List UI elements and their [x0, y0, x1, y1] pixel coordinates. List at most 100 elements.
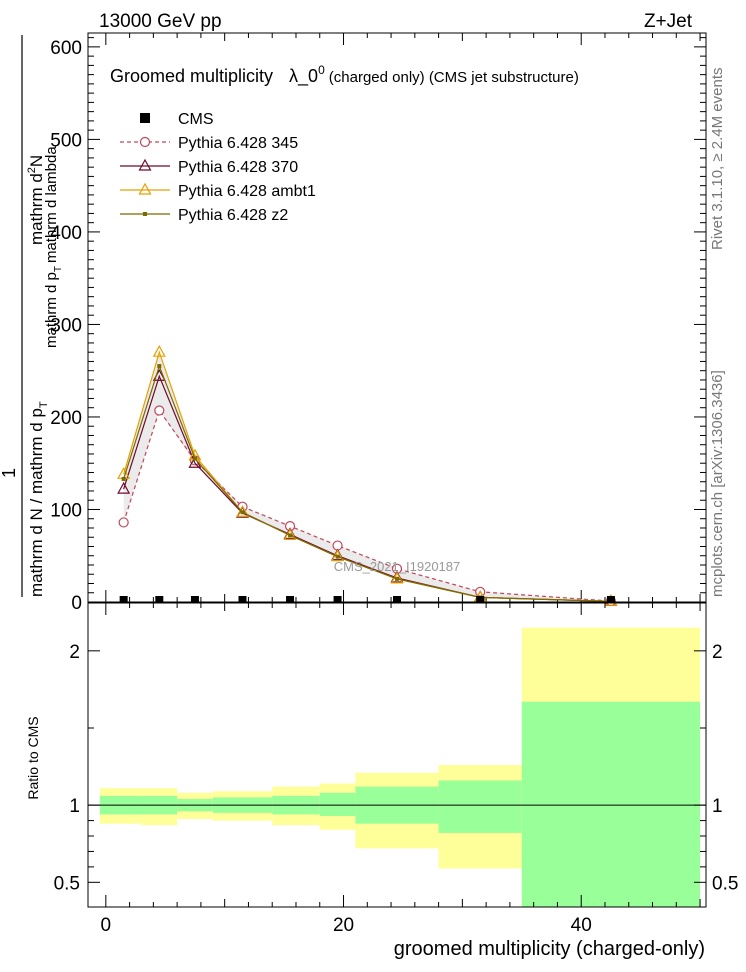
ratio-ytick-label-right: 0.5 [712, 873, 738, 894]
ratio-xlabel: groomed multiplicity (charged-only) [394, 938, 705, 960]
cms-point [476, 596, 485, 602]
legend-entry: Pythia 6.428 ambt1 [120, 182, 316, 200]
ratio-frame [87, 602, 707, 908]
ratio-ytick-label: 2 [69, 642, 80, 663]
ratio-panel: 0.5 0.51 12 20 20 40 Ratio to CMS groomed mul… [25, 602, 738, 960]
ylabel-lower-main: mathrm d N / mathrm d p [27, 408, 46, 597]
ratio-bin [212, 791, 273, 821]
series-point [284, 521, 296, 532]
cms-point [155, 596, 164, 602]
main-ytick-label: 400 [50, 223, 82, 244]
main-ytick-label: 100 [50, 500, 82, 521]
series-point [192, 456, 197, 461]
cms-point [119, 596, 128, 602]
ratio-bin [272, 786, 320, 826]
legend-label: CMS [178, 111, 214, 128]
legend-marker [139, 136, 151, 148]
cms-point [606, 596, 615, 602]
ratio-bin [99, 788, 142, 824]
source-label: mcplots.cern.ch [arXiv:1306.3436] [709, 370, 726, 597]
rivet-label: Rivet 3.1.10, ≥ 2.4M events [709, 68, 726, 251]
legend-entry: Pythia 6.428 370 [120, 158, 298, 176]
main-ytick-label: 200 [50, 408, 82, 429]
cms-point [286, 596, 295, 602]
legend: CMS Pythia 6.428 345 Pythia 6.428 370 Pythi… [120, 111, 316, 224]
cms-point [238, 596, 247, 602]
series-point [395, 576, 399, 581]
main-title: Groomed multiplicity λ_00 (charged only) (… [110, 63, 579, 87]
ylabel-upper-main: mathrm d [27, 173, 46, 245]
ylabel-denom-sub: T [53, 266, 64, 272]
series-point [117, 481, 131, 494]
main-ytick-label: 600 [50, 38, 82, 59]
ylabel-upper-rest: N [27, 155, 46, 167]
legend-label: Pythia 6.428 370 [178, 159, 298, 176]
ratio-stat-band [521, 701, 701, 907]
series-point [335, 554, 340, 559]
legend-entry: Pythia 6.428 z2 [120, 207, 288, 224]
series-point [235, 505, 250, 517]
legend-entry: CMS [140, 111, 214, 128]
series-point [118, 517, 129, 528]
title-prefix: Groomed multiplicity [110, 66, 273, 86]
ratio-ytick-label-right: 1 [712, 796, 723, 817]
ylabel-upper: mathrm d2N [26, 155, 46, 245]
ylabel-lower: mathrm d N / mathrm d pT [27, 401, 50, 597]
ratio-xtick-label: 40 [571, 915, 592, 936]
ratio-stat-band [438, 780, 522, 833]
ylabel-lower-sub: T [38, 401, 50, 408]
main-axis-ticks: 0 100 200 300 400 500 600 [50, 33, 706, 614]
ylabel-upper-sup: 2 [26, 167, 38, 173]
watermark: CMS_2021_I1920187 [334, 559, 461, 574]
ratio-xtick-label: 0 [101, 915, 112, 936]
ratio-bin [319, 783, 356, 830]
ratio-xtick-label: 20 [333, 915, 354, 936]
series-point [288, 533, 293, 538]
legend-label: Pythia 6.428 ambt1 [178, 183, 316, 200]
cms-point [393, 596, 401, 602]
series-0 [118, 405, 617, 607]
legend-entry: Pythia 6.428 345 [120, 135, 298, 152]
title-suffix: (charged only) (CMS jet substructure) [329, 69, 579, 86]
title-sup: 0 [318, 63, 325, 77]
ylabel-denom-a: mathrm d p [43, 272, 60, 348]
main-ytick-label: 500 [50, 130, 82, 151]
ratio-ytick-label: 0.5 [54, 873, 80, 894]
ratio-stat-band [319, 792, 356, 816]
main-frame [87, 32, 707, 603]
ratio-bin [141, 788, 178, 826]
series-point [157, 364, 162, 369]
ratio-bin [438, 765, 522, 869]
ylabel-one: 1 [0, 468, 19, 478]
series-point [154, 405, 165, 416]
legend-label: Pythia 6.428 z2 [178, 207, 288, 224]
series-point [152, 344, 166, 357]
series-point [121, 476, 126, 481]
ratio-ytick-label: 1 [69, 796, 80, 817]
main-series [117, 344, 618, 607]
ratio-bin [521, 627, 701, 907]
ylabel-denominator: mathrm d pTmathrm d lambda [43, 146, 64, 348]
process-label: Z+Jet [644, 11, 693, 32]
series-point [240, 510, 245, 515]
ratio-bands [99, 627, 701, 907]
legend-marker [138, 182, 152, 195]
cms-point [190, 596, 199, 602]
title-lambda: λ_0 [289, 66, 318, 87]
main-panel: 0 100 200 300 400 500 600 CMS_2021_I1920187 Gr… [0, 32, 707, 614]
cms-point [333, 596, 342, 602]
cms-data [119, 596, 615, 602]
ratio-ytick-label-right: 2 [712, 642, 723, 663]
ratio-bin [355, 772, 439, 849]
ratio-axis-ticks: 0.5 0.51 12 20 20 40 [54, 603, 738, 936]
main-ytick-label: 300 [50, 315, 82, 336]
ratio-ylabel: Ratio to CMS [25, 716, 41, 799]
energy-label: 13000 GeV pp [99, 11, 222, 32]
legend-marker [143, 212, 147, 216]
main-ylabel: 1 mathrm d N / mathrm d pT mathrm d2N ma… [0, 35, 64, 597]
legend-marker [138, 158, 152, 171]
ylabel-denom-b: mathrm d lambda [43, 146, 60, 263]
main-ytick-label: 0 [71, 593, 82, 614]
legend-label: Pythia 6.428 345 [178, 135, 298, 152]
